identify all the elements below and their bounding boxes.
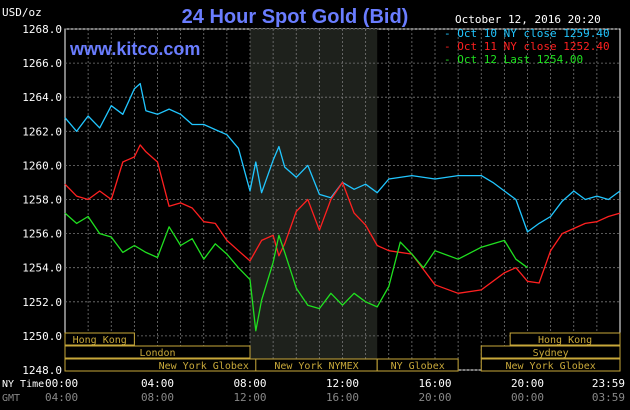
y-tick-label: 1264.0 xyxy=(22,91,62,104)
x-tick-label-gmt: 04:00 xyxy=(45,391,78,404)
x-tick-label-ny: 00:00 xyxy=(45,377,78,390)
x-tick-label-ny: 23:59 xyxy=(592,377,625,390)
y-tick-label: 1256.0 xyxy=(22,228,62,241)
x-tick-label-gmt: 16:00 xyxy=(326,391,359,404)
session-label: Sydney xyxy=(533,348,569,359)
y-tick-label: 1254.0 xyxy=(22,262,62,275)
session-bar xyxy=(376,358,459,372)
session-label: New York NYMEX xyxy=(274,361,358,372)
y-tick-label: 1268.0 xyxy=(22,23,62,36)
x-tick-label-ny: 08:00 xyxy=(233,377,266,390)
session-bar xyxy=(64,345,251,359)
legend-entry: - Oct 11 NY close 1252.40 xyxy=(444,40,610,53)
y-tick-label: 1266.0 xyxy=(22,57,62,70)
y-tick-label: 1248.0 xyxy=(22,364,62,377)
ny-time-label: NY Time xyxy=(2,379,44,390)
session-label: NY Globex xyxy=(391,361,445,372)
y-tick-label: 1252.0 xyxy=(22,296,62,309)
legend: - Oct 10 NY close 1259.40- Oct 11 NY clo… xyxy=(444,27,610,66)
x-tick-label-gmt: 00:00 xyxy=(511,391,544,404)
x-tick-label-ny: 16:00 xyxy=(418,377,451,390)
series-line-3 xyxy=(64,212,528,332)
session-label: London xyxy=(139,348,175,359)
x-tick-label-gmt: 12:00 xyxy=(233,391,266,404)
x-tick-label-ny: 12:00 xyxy=(326,377,359,390)
grid xyxy=(65,28,620,371)
chart-title: 24 Hour Spot Gold (Bid) xyxy=(182,6,409,28)
x-tick-label-ny: 04:00 xyxy=(141,377,174,390)
session-label: New York Globex xyxy=(505,361,595,372)
session-label: Hong Kong xyxy=(73,335,127,346)
session-bar xyxy=(480,358,621,372)
units-label: USD/oz xyxy=(2,6,42,19)
legend-entry: - Oct 12 Last 1254.00 xyxy=(444,53,583,66)
session-bars: Hong Kong London New York Globex New York N… xyxy=(64,332,621,372)
x-tick-label-gmt: 20:00 xyxy=(418,391,451,404)
legend-entry: - Oct 10 NY close 1259.40 xyxy=(444,27,610,40)
session-label: New York Globex xyxy=(159,361,249,372)
y-tick-label: 1258.0 xyxy=(22,194,62,207)
series-line-2 xyxy=(64,144,621,294)
x-tick-label-gmt: 08:00 xyxy=(141,391,174,404)
session-bar xyxy=(509,332,621,346)
axes: 1268.0 1266.0 1264.0 1262.0 1260.0 1258.0 1256… xyxy=(22,23,625,404)
x-tick-label-ny: 20:00 xyxy=(511,377,544,390)
brand-link[interactable]: www.kitco.com xyxy=(69,39,200,59)
gmt-label: GMT xyxy=(2,393,20,404)
y-tick-label: 1262.0 xyxy=(22,125,62,138)
session-label: Hong Kong xyxy=(538,335,592,346)
series-line-1 xyxy=(64,82,621,233)
timestamp: October 12, 2016 20:20 xyxy=(455,13,601,26)
y-tick-label: 1260.0 xyxy=(22,159,62,172)
y-tick-label: 1250.0 xyxy=(22,330,62,343)
session-bar xyxy=(64,332,135,346)
series-group xyxy=(64,82,621,332)
session-bar xyxy=(480,345,621,359)
x-tick-label-gmt: 03:59 xyxy=(592,391,625,404)
